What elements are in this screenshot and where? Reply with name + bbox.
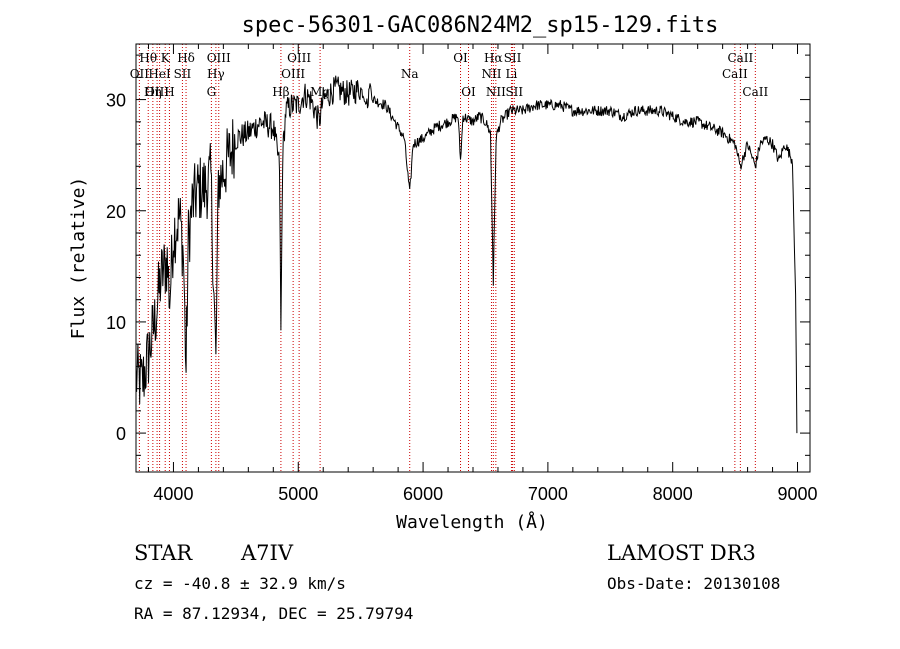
x-tick-label-7000: 7000	[528, 484, 568, 504]
line-label-O-I-6300: OI	[453, 51, 468, 65]
line-label-H-beta: Hβ	[272, 85, 289, 99]
x-tick-label-4000: 4000	[153, 484, 193, 504]
line-label-O-III-4959: OIII	[281, 67, 305, 81]
line-label-O-III-4363: OIII	[207, 51, 231, 65]
y-tick-label-10: 10	[106, 313, 126, 333]
line-label-H-alpha: Hα	[484, 51, 503, 65]
line-label-H: H	[164, 85, 174, 99]
coordinates-text: RA = 87.12934, DEC = 25.79794	[134, 604, 413, 623]
x-tick-label-8000: 8000	[653, 484, 693, 504]
y-tick-label-30: 30	[106, 91, 126, 111]
spectral-line-markers	[138, 44, 756, 472]
line-label-N-II-6548: NII	[481, 67, 501, 81]
line-label-S-II-4072: SII	[174, 67, 192, 81]
line-label-Li: Li	[506, 67, 518, 81]
x-tick-label-5000: 5000	[278, 484, 318, 504]
survey-name: LAMOST DR3	[607, 541, 756, 565]
line-label-H-theta: Hθ	[139, 51, 157, 65]
x-axis: 4000 5000 6000 7000 8000 9000	[147, 44, 818, 504]
redshift-text: cz = -40.8 ± 32.9 km/s	[134, 574, 346, 593]
line-label-O-II: OII	[130, 67, 150, 81]
chart-title: spec-56301-GAC086N24M2_sp15-129.fits	[242, 13, 719, 38]
y-tick-label-0: 0	[116, 424, 126, 444]
flux-series-line	[135, 75, 798, 434]
line-label-O-III-3869: OIII	[145, 85, 169, 99]
line-label-He-I: HeI	[148, 67, 171, 81]
line-label-H-delta: Hδ	[177, 51, 195, 65]
line-label-Ca-II-8498: CaII	[722, 67, 748, 81]
y-axis-label: Flux (relative)	[68, 177, 89, 340]
line-label-S-II-6717: SII	[504, 51, 522, 65]
obs-date-text: Obs-Date: 20130108	[607, 574, 780, 593]
line-label-H-gamma: Hγ	[207, 67, 225, 81]
object-class: STAR	[134, 541, 193, 565]
line-label-H-eta: Hη	[144, 85, 162, 99]
line-label-S-II-6731: SII	[505, 85, 523, 99]
line-label-Ca-II-8542: CaII	[727, 51, 753, 65]
line-label-O-I-6364: OI	[461, 85, 476, 99]
line-label-N-II-6583: NII	[486, 85, 506, 99]
line-label-Ca-II-8662: CaII	[742, 85, 768, 99]
y-tick-label-20: 20	[106, 202, 126, 222]
line-label-K: K	[161, 51, 171, 65]
plot-frame	[135, 43, 811, 473]
spectral-subclass: A7IV	[240, 541, 294, 565]
x-axis-label: Wavelength (Å)	[396, 511, 548, 533]
line-label-G-band: G	[207, 85, 217, 99]
y-axis: 0 10 20 30	[106, 54, 810, 456]
line-label-Na: Na	[401, 67, 419, 81]
x-tick-label-6000: 6000	[403, 484, 443, 504]
line-label-O-III-5007: OIII	[287, 51, 311, 65]
x-tick-label-9000: 9000	[777, 484, 817, 504]
